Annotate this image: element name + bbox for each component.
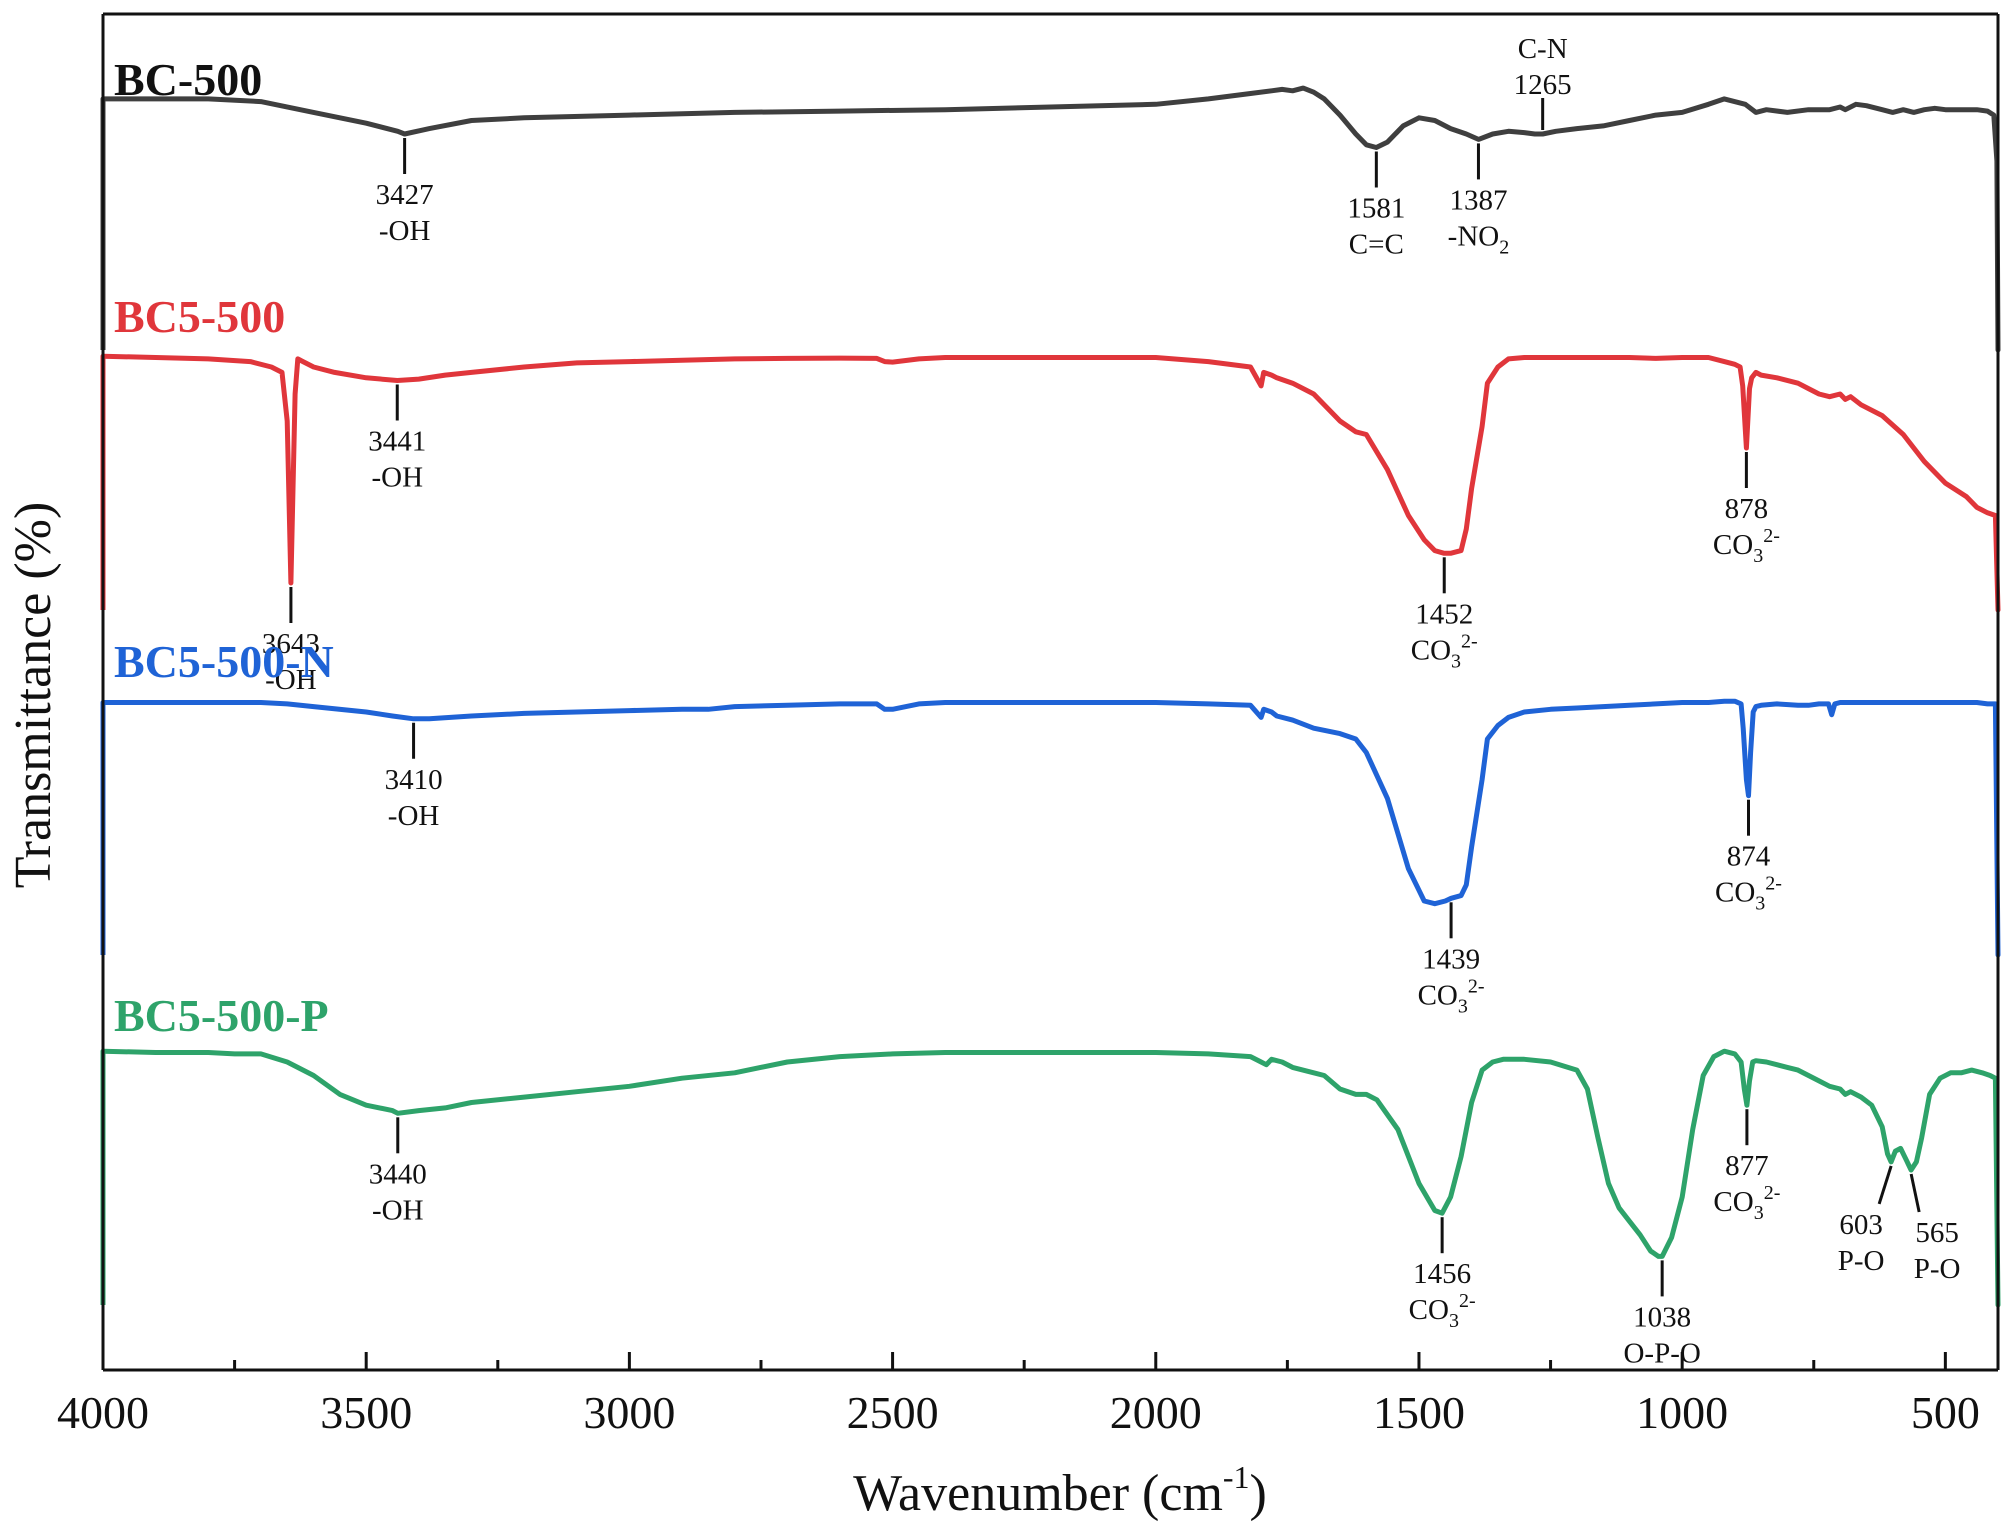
- series-line-bc-500: [100, 85, 2001, 353]
- peak-label-line: 878: [1725, 493, 1769, 525]
- peak-label-line: C=C: [1349, 229, 1404, 261]
- x-tick-label: 3500: [320, 1387, 412, 1438]
- peak-label-line: 877: [1725, 1150, 1769, 1182]
- series-name-bc-500: BC-500: [114, 54, 262, 105]
- peak-label-line: 3440: [369, 1158, 427, 1190]
- x-tick-label: 2500: [847, 1387, 939, 1438]
- peak-label-line: 1456: [1413, 1258, 1471, 1290]
- peak-annotation-3427: 3427 -OH: [376, 138, 434, 247]
- peak-annotation-3410: 3410 -OH: [385, 722, 443, 832]
- x-tick-label: 1000: [1636, 1387, 1728, 1438]
- peak-annotation-1038: 1038 O-P-O: [1623, 1260, 1701, 1369]
- series-line-bc5-500: [100, 353, 2001, 613]
- x-axis-label-close: ): [1250, 1465, 1267, 1522]
- peak-label-line: 1439: [1422, 943, 1480, 975]
- peak-label-line: O-P-O: [1623, 1337, 1700, 1369]
- x-axis-label: Wavenumber (cm-1): [853, 1459, 1267, 1522]
- peak-annotation-1265: C-N 1265: [1514, 33, 1572, 130]
- x-tick-label: 3000: [583, 1387, 675, 1438]
- peak-label-line: CO32-: [1715, 873, 1782, 915]
- peak-label-line: 1387: [1449, 184, 1507, 216]
- peak-annotation-1581: 1581 C=C: [1347, 151, 1405, 261]
- peak-label-line: 1265: [1514, 69, 1572, 101]
- peak-label-line: P-O: [1914, 1253, 1961, 1285]
- peak-label-line: CO32-: [1411, 630, 1478, 672]
- x-tick-label: 2000: [1110, 1387, 1202, 1438]
- peak-label-line: 3643: [262, 628, 320, 660]
- spectra-curves: [100, 85, 2001, 1308]
- peak-annotations: 3427-OH1581C=C1387-NO2C-N12653643-OH3441…: [262, 33, 1961, 1369]
- series-name-bc5-500-p: BC5-500-P: [114, 990, 329, 1041]
- peak-label-line: -NO2: [1448, 220, 1510, 258]
- x-tick-label: 1500: [1373, 1387, 1465, 1438]
- peak-label-line: CO32-: [1713, 525, 1780, 567]
- peak-annotation-3440: 3440 -OH: [369, 1117, 427, 1226]
- peak-label-line: 1038: [1633, 1301, 1691, 1333]
- peak-label-line: 3427: [376, 179, 434, 211]
- peak-label-line: 3410: [385, 764, 443, 796]
- peak-label-line: 874: [1727, 841, 1771, 873]
- peak-label-line: -OH: [371, 462, 423, 494]
- peak-label-line: 565: [1915, 1217, 1959, 1249]
- peak-label-line: -OH: [379, 215, 431, 247]
- x-tick-label: 500: [1911, 1387, 1980, 1438]
- series-line-bc5-500-n: [100, 698, 2001, 958]
- peak-marker: [1877, 1165, 1893, 1205]
- series-name-bc5-500: BC5-500: [114, 291, 285, 342]
- peak-annotation-3441: 3441 -OH: [368, 384, 426, 494]
- series-line-bc5-500-p: [100, 1048, 2001, 1308]
- y-axis-label: Transmittance (%): [5, 502, 62, 889]
- peak-annotation-565: 565 P-O: [1909, 1173, 1961, 1285]
- peak-annotation-3643: 3643 -OH: [262, 587, 320, 696]
- series-name-bc5-500-n: BC5-500-N: [114, 636, 334, 687]
- x-axis-label-superscript: -1: [1223, 1459, 1250, 1495]
- series-name-labels: BC-500 BC5-500 BC5-500-N BC5-500-P: [114, 54, 334, 1041]
- peak-label-line: 1452: [1415, 598, 1473, 630]
- peak-label-line: CO32-: [1713, 1182, 1780, 1224]
- peak-label-line: -OH: [388, 800, 440, 832]
- peak-label-line: CO32-: [1418, 975, 1485, 1017]
- peak-annotation-1387: 1387 -NO2: [1448, 143, 1510, 258]
- x-tick-label: 4000: [57, 1387, 149, 1438]
- peak-label-line: CO32-: [1409, 1290, 1476, 1332]
- peak-annotation-603: 603 P-O: [1838, 1165, 1893, 1277]
- peak-label-line: 603: [1839, 1209, 1883, 1241]
- peak-label-line: C-N: [1518, 33, 1568, 65]
- peak-label-line: -OH: [265, 664, 317, 696]
- x-axis-ticks: 4000 3500 3000 2500 2000 1500 1000 500: [57, 1352, 1980, 1438]
- peak-label-line: -OH: [372, 1194, 424, 1226]
- peak-label-line: P-O: [1838, 1245, 1885, 1277]
- peak-marker: [1909, 1173, 1921, 1213]
- peak-label-line: 1581: [1347, 193, 1405, 225]
- peak-label-line: 3441: [368, 426, 426, 458]
